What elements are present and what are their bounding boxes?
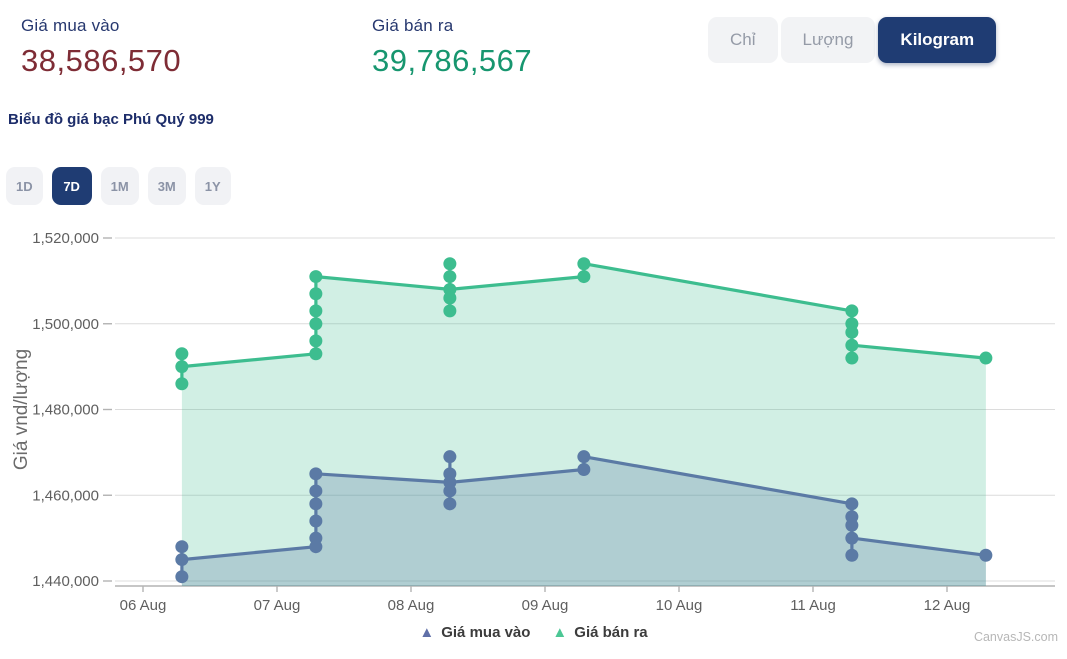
buy-data-point[interactable] (309, 514, 323, 528)
sell-price-label: Giá bán ra (372, 16, 454, 35)
unit-button-kilogram[interactable]: Kilogram (878, 17, 997, 63)
buy-data-point[interactable] (845, 497, 859, 511)
sell-data-point[interactable] (979, 351, 993, 365)
x-tick-label: 10 Aug (656, 597, 703, 614)
y-tick-label: 1,520,000 (32, 230, 99, 247)
y-tick-label: 1,480,000 (32, 402, 99, 419)
legend-label-buy: Giá mua vào (441, 624, 531, 641)
legend-item-sell[interactable]: ▲ Giá bán ra (552, 624, 647, 641)
buy-series-area (181, 456, 986, 586)
sell-price-block: Giá bán ra 39,786,567 (372, 16, 532, 79)
sell-data-point[interactable] (443, 270, 457, 284)
buy-data-point[interactable] (443, 484, 457, 498)
range-button-1d[interactable]: 1D (6, 167, 43, 205)
sell-price-value: 39,786,567 (372, 43, 533, 78)
buy-price-label: Giá mua vào (21, 16, 120, 35)
price-chart: 1,440,000 1,460,000 1,480,000 1,500,000 1,52… (11, 230, 1055, 614)
sell-data-point[interactable] (309, 287, 323, 301)
x-tick-label: 07 Aug (254, 597, 301, 614)
buy-data-point[interactable] (309, 497, 323, 511)
y-tick-label: 1,440,000 (32, 573, 99, 590)
y-tick-label: 1,460,000 (32, 487, 99, 504)
unit-toggle-group: Chỉ Lượng Kilogram (708, 17, 997, 63)
x-tick-label: 12 Aug (924, 597, 971, 614)
buy-data-point[interactable] (443, 450, 457, 464)
buy-data-point[interactable] (845, 548, 859, 562)
sell-series-area (181, 263, 986, 586)
buy-data-point[interactable] (175, 553, 189, 567)
sell-data-point[interactable] (309, 317, 323, 331)
range-button-group: 1D 7D 1M 3M 1Y (6, 167, 231, 205)
sell-data-point[interactable] (309, 334, 323, 348)
range-button-3m[interactable]: 3M (147, 167, 186, 205)
buy-price-value: 38,586,570 (21, 43, 182, 78)
buy-data-point[interactable] (309, 484, 323, 498)
buy-data-point[interactable] (577, 463, 591, 477)
unit-button-chi[interactable]: Chỉ (708, 17, 778, 63)
range-button-1m[interactable]: 1M (100, 167, 139, 205)
buy-data-point[interactable] (845, 531, 859, 545)
y-axis-title: Giá vnd/lượng (11, 349, 32, 470)
unit-button-luong[interactable]: Lượng (780, 17, 876, 63)
legend-label-sell: Giá bán ra (574, 624, 648, 641)
sell-data-point[interactable] (845, 338, 859, 352)
buy-data-point[interactable] (175, 540, 189, 554)
sell-data-point[interactable] (443, 304, 457, 318)
range-button-7d[interactable]: 7D (51, 167, 92, 205)
x-tick-label: 11 Aug (790, 597, 836, 614)
buy-data-point[interactable] (577, 450, 591, 464)
buy-data-point[interactable] (443, 497, 457, 511)
sell-data-point[interactable] (309, 270, 323, 284)
sell-data-point[interactable] (309, 304, 323, 318)
sell-data-point[interactable] (845, 351, 859, 365)
sell-data-point[interactable] (845, 325, 859, 339)
buy-data-point[interactable] (845, 518, 859, 532)
sell-data-point[interactable] (577, 257, 591, 271)
y-tick-label: 1,500,000 (32, 316, 99, 333)
x-tick-label: 09 Aug (522, 597, 569, 614)
sell-series-triangle-icon: ▲ (552, 624, 568, 641)
chart-subtitle: Biểu đồ giá bạc Phú Quý 999 (8, 111, 214, 128)
buy-price-block: Giá mua vào 38,586,570 (21, 16, 181, 79)
canvasjs-watermark[interactable]: CanvasJS.com (973, 630, 1058, 644)
sell-data-point[interactable] (443, 257, 457, 271)
buy-series-triangle-icon: ▲ (419, 624, 435, 641)
x-tick-label: 08 Aug (388, 597, 435, 614)
sell-data-point[interactable] (175, 347, 189, 361)
chart-area: 1,440,000 1,460,000 1,480,000 1,500,000 1,52… (0, 215, 1067, 627)
buy-data-point[interactable] (979, 548, 993, 562)
buy-data-point[interactable] (309, 467, 323, 481)
sell-data-point[interactable] (175, 360, 189, 374)
sell-data-point[interactable] (309, 347, 323, 361)
sell-data-point[interactable] (443, 291, 457, 305)
sell-data-point[interactable] (175, 377, 189, 391)
buy-data-point[interactable] (175, 570, 189, 584)
x-tick-label: 06 Aug (120, 597, 167, 614)
legend-item-buy[interactable]: ▲ Giá mua vào (419, 624, 530, 641)
range-button-1y[interactable]: 1Y (194, 167, 231, 205)
buy-data-point[interactable] (309, 540, 323, 554)
chart-legend: ▲ Giá mua vào ▲ Giá bán ra (0, 624, 1067, 641)
sell-data-point[interactable] (577, 270, 591, 284)
sell-data-point[interactable] (845, 304, 859, 318)
